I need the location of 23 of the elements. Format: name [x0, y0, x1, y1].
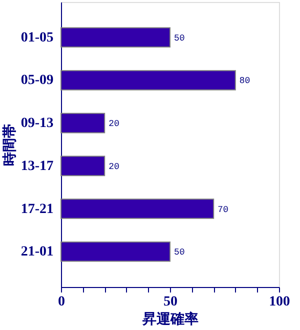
x-tick-label: 100 — [269, 294, 290, 310]
data-label: 80 — [239, 76, 250, 86]
y-axis-title: 時間帯 — [2, 124, 18, 166]
y-tick-label: 01-05 — [20, 30, 54, 46]
x-axis-title: 昇運確率 — [142, 310, 198, 328]
bar — [60, 156, 106, 176]
bar — [60, 70, 236, 90]
y-tick-label: 09-13 — [20, 116, 54, 132]
bar — [60, 198, 214, 219]
x-tick-label: 0 — [58, 294, 65, 310]
data-label: 70 — [218, 204, 228, 215]
data-label: 20 — [108, 162, 120, 172]
bar — [60, 112, 106, 134]
y-tick-label: 21-01 — [20, 244, 54, 260]
bar — [60, 27, 170, 48]
y-tick-label: 13-17 — [20, 158, 54, 174]
bar — [60, 242, 170, 262]
y-tick-label: 17-21 — [20, 202, 54, 217]
data-label: 50 — [174, 33, 185, 44]
x-tick-label: 50 — [164, 294, 178, 310]
data-label: 20 — [108, 119, 120, 130]
y-tick-label: 05-09 — [20, 73, 54, 88]
data-label: 50 — [174, 248, 185, 258]
